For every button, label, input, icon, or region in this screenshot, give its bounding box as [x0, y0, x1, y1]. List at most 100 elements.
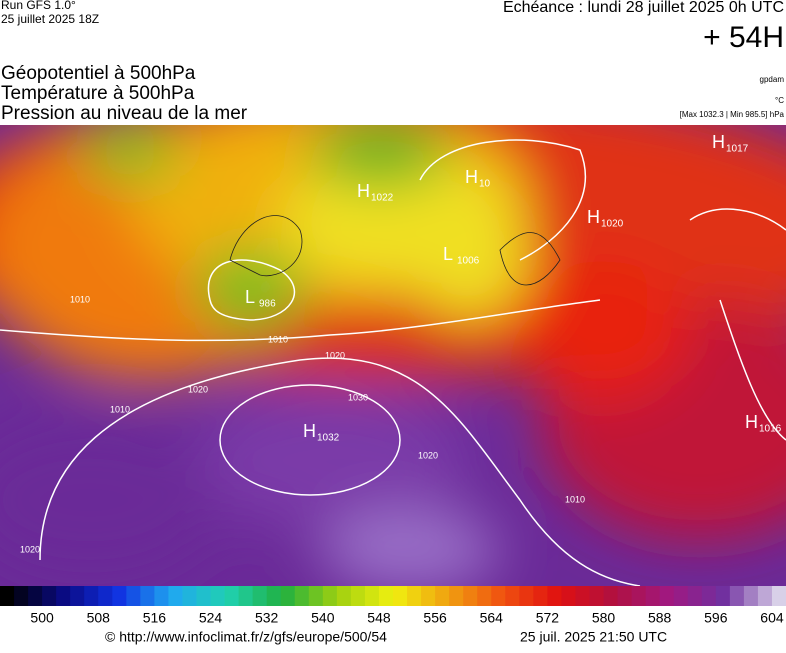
- colorbar-swatch: [210, 586, 226, 606]
- colorbar-swatch: [224, 586, 240, 606]
- contour-label: 1010: [70, 294, 90, 304]
- unit: gpdam: [760, 75, 785, 84]
- center-value: 1016: [759, 424, 782, 435]
- colorbar-swatch: [70, 586, 85, 606]
- contour-label: 1030: [348, 392, 368, 402]
- center-value: 1006: [457, 256, 480, 267]
- unit: [Max 1032.3 | Min 985.5] hPa: [680, 110, 785, 119]
- contour-label: 1020: [188, 384, 208, 394]
- colorbar-swatch: [98, 586, 113, 606]
- colorbar-label: 548: [367, 610, 391, 626]
- center-value: 1020: [601, 219, 624, 230]
- center-value: 10: [479, 179, 491, 190]
- colorbar-swatch: [393, 586, 408, 606]
- field: Température à 500hPa: [1, 83, 195, 104]
- colorbar-swatch: [673, 586, 689, 606]
- colorbar-label: 524: [199, 610, 223, 626]
- colorbar-label: 540: [311, 610, 335, 626]
- footer-url: © http://www.infoclimat.fr/z/gfs/europe/…: [105, 629, 387, 645]
- center-kind: H: [587, 207, 600, 227]
- center-kind: H: [357, 181, 370, 201]
- colorbar-swatch: [308, 586, 324, 606]
- colorbar-swatch: [378, 586, 394, 606]
- colorbar-swatch: [112, 586, 127, 606]
- colorbar-swatch: [294, 586, 310, 606]
- center-value: 986: [259, 299, 276, 310]
- center-value: 1017: [726, 144, 749, 155]
- colorbar-swatch: [0, 586, 15, 606]
- contour-label: 1020: [325, 350, 345, 360]
- colorbar-swatch: [28, 586, 43, 606]
- coastline: [229, 215, 561, 286]
- contour-label: 1010: [565, 494, 585, 504]
- run-date: 25 juillet 2025 18Z: [1, 12, 99, 26]
- colorbar-swatch: [575, 586, 590, 606]
- colorbar-label: 596: [704, 610, 728, 626]
- colorbar-swatch: [589, 586, 605, 606]
- center-value: 1022: [371, 193, 394, 204]
- lead-time: + 54H: [703, 21, 784, 54]
- colorbar-swatch: [617, 586, 633, 606]
- colorbar-label: 604: [760, 610, 784, 626]
- colorbar-swatch: [547, 586, 562, 606]
- colorbar-swatch: [659, 586, 675, 606]
- colorbar-swatch: [449, 586, 464, 606]
- colorbar-swatch: [729, 586, 745, 606]
- colorbar-label: 508: [87, 610, 111, 626]
- unit: °C: [775, 96, 784, 105]
- colorbar-swatch: [182, 586, 197, 606]
- colorbar-swatch: [771, 586, 786, 606]
- colorbar-label: 556: [423, 610, 447, 626]
- colorbar-swatch: [743, 586, 759, 606]
- center-kind: H: [303, 421, 316, 441]
- colorbar-swatch: [491, 586, 506, 606]
- colorbar-swatch: [322, 586, 338, 606]
- colorbar-swatch: [603, 586, 619, 606]
- center-kind: H: [745, 412, 758, 432]
- colorbar-swatch: [631, 586, 647, 606]
- center-kind: H: [712, 132, 725, 152]
- colorbar-swatch: [336, 586, 352, 606]
- forecast: Echéance : lundi 28 juillet 2025 0h UTC: [503, 0, 784, 16]
- colorbar-swatch: [252, 586, 268, 606]
- colorbar-swatch: [701, 586, 717, 606]
- colorbar-label: 564: [480, 610, 504, 626]
- colorbar-label: 580: [592, 610, 616, 626]
- footer-time: 25 juil. 2025 21:50 UTC: [520, 629, 667, 645]
- field: Pression au niveau de la mer: [1, 103, 248, 124]
- colorbar-label: 516: [143, 610, 167, 626]
- colorbar-swatch: [126, 586, 141, 606]
- colorbar-swatch: [687, 586, 703, 606]
- colorbar-swatch: [350, 586, 366, 606]
- colorbar-label: 500: [30, 610, 54, 626]
- colorbar-swatch: [140, 586, 155, 606]
- colorbar-swatch: [533, 586, 548, 606]
- colorbar-swatch: [477, 586, 492, 606]
- colorbar-swatch: [280, 586, 296, 606]
- center-kind: L: [443, 244, 453, 264]
- map: [0, 125, 786, 586]
- colorbar-swatch: [266, 586, 282, 606]
- colorbar-swatch: [505, 586, 520, 606]
- colorbar-swatch: [364, 586, 380, 606]
- field: Géopotentiel à 500hPa: [1, 63, 196, 84]
- colorbar-swatch: [519, 586, 534, 606]
- colorbar-swatch: [463, 586, 478, 606]
- center-kind: H: [465, 167, 478, 187]
- colorbar-swatch: [645, 586, 661, 606]
- colorbar-label: 532: [255, 610, 279, 626]
- contour-label: 1010: [110, 404, 130, 414]
- colorbar-swatch: [757, 586, 773, 606]
- colorbar-swatch: [421, 586, 436, 606]
- contour-label: 1020: [418, 450, 438, 460]
- run: Run GFS 1.0°: [1, 0, 76, 12]
- colorbar-swatch: [56, 586, 71, 606]
- colorbar-swatch: [196, 586, 212, 606]
- colorbar-swatch: [561, 586, 576, 606]
- center-value: 1032: [317, 433, 340, 444]
- colorbar-swatch: [14, 586, 29, 606]
- colorbar-swatch: [42, 586, 57, 606]
- colorbar-label: 572: [536, 610, 560, 626]
- colorbar-swatch: [435, 586, 450, 606]
